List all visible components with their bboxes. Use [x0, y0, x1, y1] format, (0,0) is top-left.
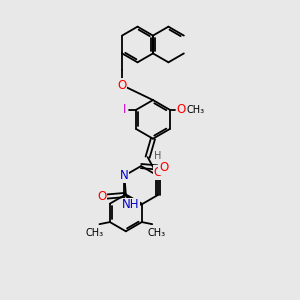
Text: CH₃: CH₃	[86, 228, 104, 238]
Text: O: O	[153, 166, 162, 179]
Text: I: I	[123, 103, 127, 116]
Text: NH: NH	[122, 198, 140, 211]
Text: O: O	[97, 190, 106, 203]
Text: O: O	[118, 79, 127, 92]
Text: N: N	[120, 169, 129, 182]
Text: O: O	[176, 103, 186, 116]
Text: O: O	[159, 161, 168, 174]
Text: CH₃: CH₃	[186, 105, 205, 115]
Text: CH₃: CH₃	[148, 228, 166, 238]
Text: H: H	[154, 151, 162, 160]
